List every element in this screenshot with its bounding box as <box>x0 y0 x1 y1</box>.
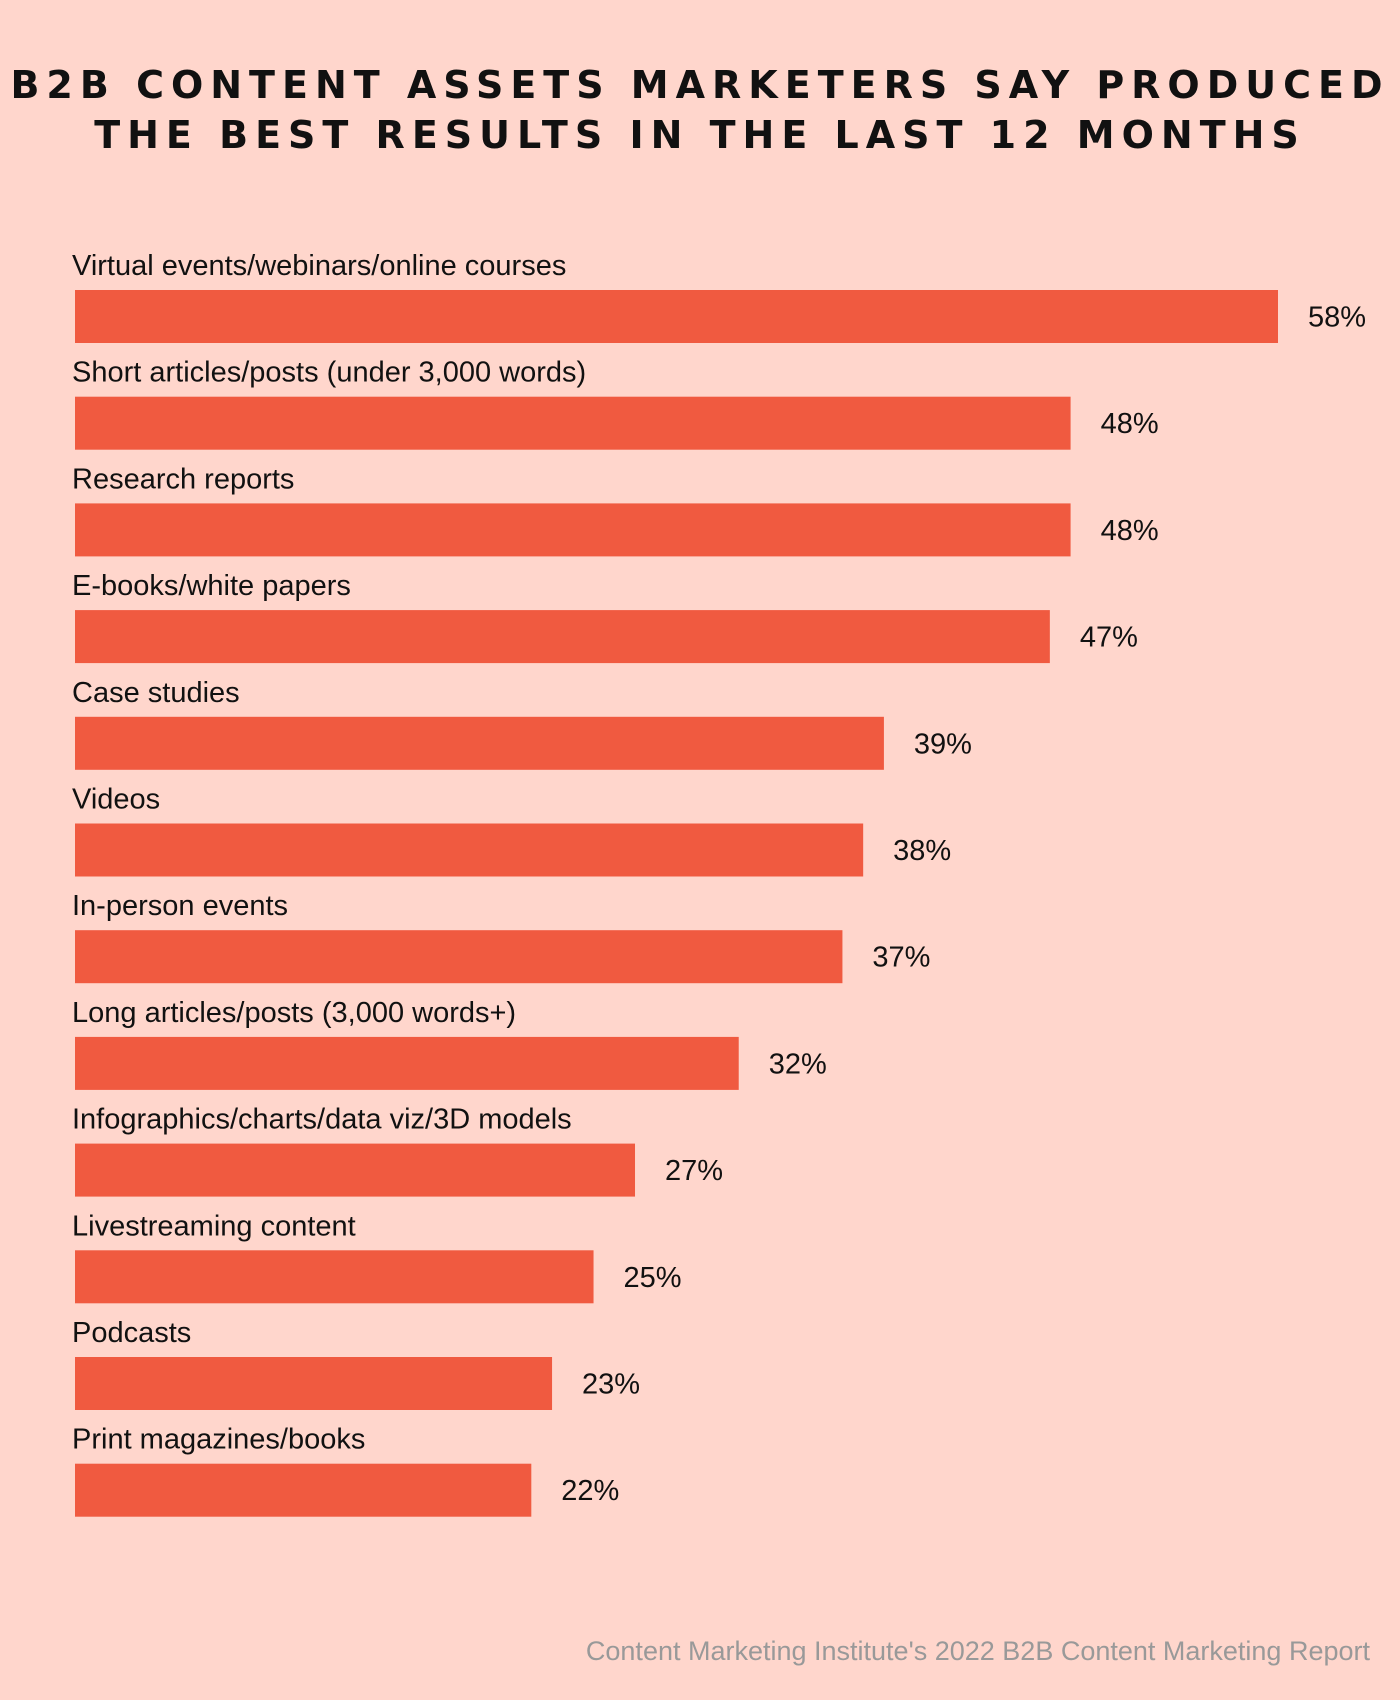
bar <box>75 716 884 770</box>
bar <box>75 1036 739 1090</box>
value-label: 27% <box>665 1155 723 1187</box>
category-label: Podcasts <box>72 1317 191 1349</box>
category-label: E-books/white papers <box>72 570 351 602</box>
bar <box>75 1143 636 1197</box>
value-label: 48% <box>1101 515 1159 547</box>
value-label: 58% <box>1308 302 1366 334</box>
chart-title-line-1: B2B CONTENT ASSETS MARKETERS SAY PRODUCE… <box>10 63 1389 107</box>
value-label: 48% <box>1101 408 1159 440</box>
value-label: 22% <box>561 1475 619 1507</box>
bar <box>75 396 1071 450</box>
value-label: 25% <box>624 1262 682 1294</box>
category-label: Case studies <box>72 677 240 709</box>
bar <box>75 1250 594 1304</box>
bar <box>75 610 1050 664</box>
bar-series: Virtual events/webinars/online courses 58… <box>72 250 1366 1517</box>
bar <box>75 1357 553 1410</box>
bar <box>75 823 864 877</box>
category-label: Infographics/charts/data viz/3D models <box>72 1104 572 1136</box>
category-label: Research reports <box>72 463 294 495</box>
bar <box>75 930 843 984</box>
category-label: Livestreaming content <box>72 1210 356 1242</box>
category-label: In-person events <box>72 890 288 922</box>
category-label: Long articles/posts (3,000 words+) <box>72 997 516 1029</box>
value-label: 38% <box>893 835 951 867</box>
value-label: 47% <box>1080 622 1138 654</box>
value-label: 32% <box>769 1048 827 1080</box>
category-label: Print magazines/books <box>72 1424 365 1456</box>
bar <box>75 290 1278 343</box>
value-label: 37% <box>872 942 930 974</box>
value-label: 39% <box>914 728 972 760</box>
bar <box>75 1463 532 1517</box>
bar <box>75 503 1071 557</box>
category-label: Short articles/posts (under 3,000 words) <box>72 357 586 389</box>
category-label: Videos <box>72 784 160 816</box>
value-label: 23% <box>582 1369 640 1401</box>
chart-title-line-2: THE BEST RESULTS IN THE LAST 12 MONTHS <box>94 113 1306 157</box>
source-note: Content Marketing Institute's 2022 B2B C… <box>586 1636 1371 1666</box>
category-label: Virtual events/webinars/online courses <box>72 250 566 282</box>
